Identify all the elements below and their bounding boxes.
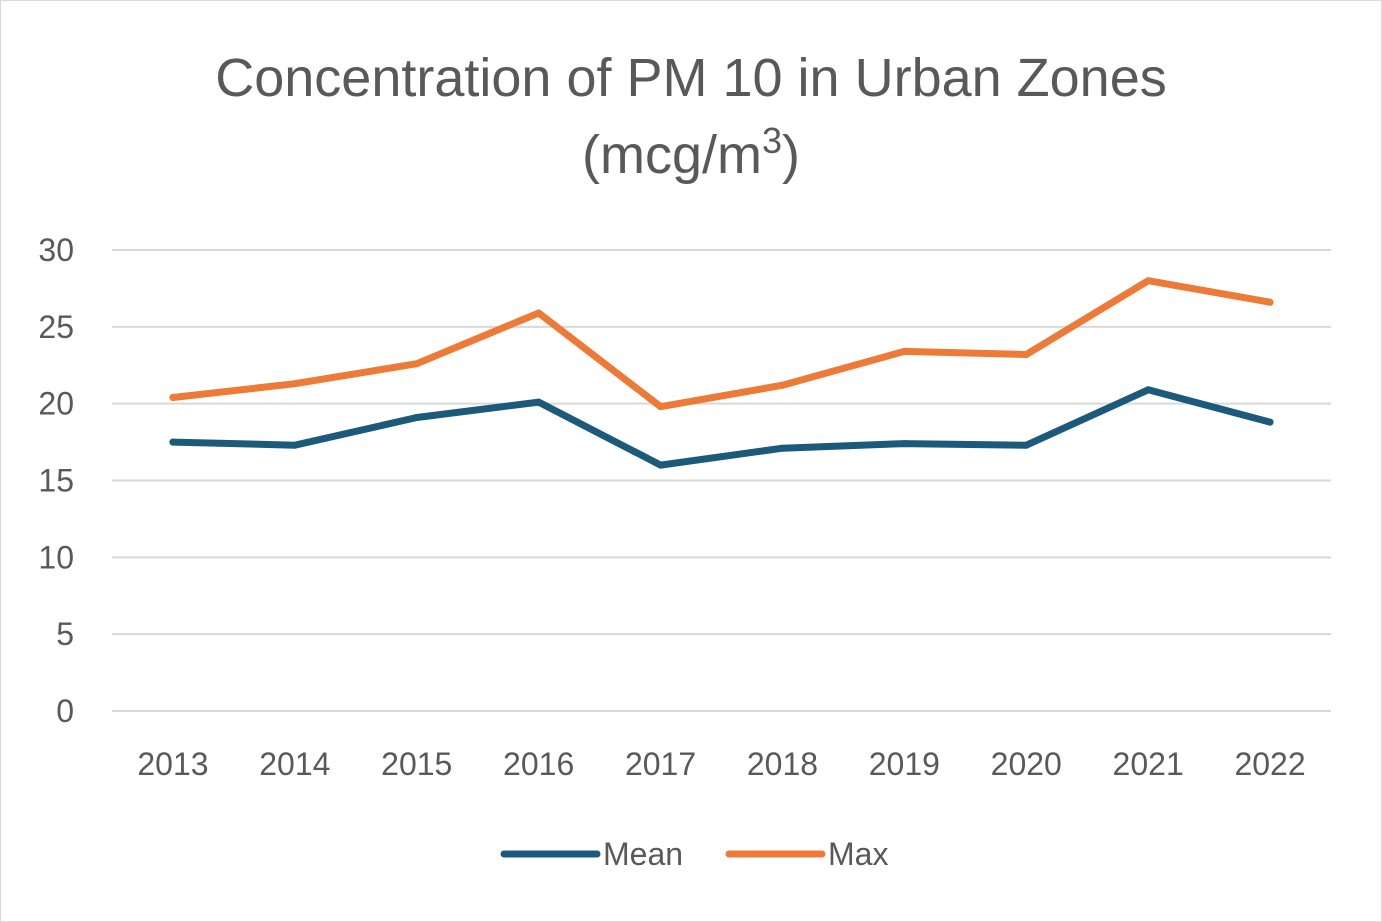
data-point-mean	[291, 441, 299, 449]
x-tick-label: 2015	[381, 746, 452, 782]
x-tick-label: 2017	[625, 746, 696, 782]
data-point-mean	[413, 413, 421, 421]
data-point-mean	[1144, 386, 1152, 394]
x-tick-label: 2014	[259, 746, 330, 782]
data-point-mean	[169, 438, 177, 446]
y-tick-label: 30	[38, 232, 74, 268]
x-tick-label: 2020	[991, 746, 1062, 782]
legend-label-mean: Mean	[603, 836, 683, 872]
data-point-mean	[657, 461, 665, 469]
data-point-max	[1144, 277, 1152, 285]
x-tick-label: 2018	[747, 746, 818, 782]
x-tick-label: 2019	[869, 746, 940, 782]
series-line-mean	[169, 386, 1274, 469]
y-tick-label: 15	[38, 463, 74, 499]
data-point-max	[169, 394, 177, 402]
y-axis-ticks: 0 5 10 15 20 25 30	[38, 232, 74, 729]
series-line-max	[169, 277, 1274, 411]
x-tick-label: 2022	[1234, 746, 1305, 782]
y-tick-label: 5	[56, 616, 74, 652]
y-tick-label: 20	[38, 386, 74, 422]
x-tick-label: 2021	[1113, 746, 1184, 782]
data-point-max	[778, 381, 786, 389]
chart-title: Concentration of PM 10 in Urban Zones	[215, 48, 1167, 108]
x-tick-label: 2016	[503, 746, 574, 782]
data-point-max	[535, 309, 543, 317]
series-lines	[169, 277, 1274, 469]
data-point-mean	[778, 444, 786, 452]
legend: Mean Max	[500, 836, 888, 872]
data-point-max	[291, 380, 299, 388]
x-tick-label: 2013	[137, 746, 208, 782]
y-tick-label: 10	[38, 539, 74, 575]
data-point-mean	[900, 440, 908, 448]
data-point-mean	[1022, 441, 1030, 449]
chart-title-units-close: )	[782, 125, 800, 185]
gridlines	[112, 249, 1331, 712]
data-point-max	[1022, 350, 1030, 358]
data-point-max	[657, 403, 665, 411]
data-point-max	[413, 360, 421, 368]
chart-title-units-superscript: 3	[762, 120, 782, 161]
legend-label-max: Max	[828, 836, 888, 872]
data-point-max	[900, 347, 908, 355]
x-axis-ticks: 2013 2014 2015 2016 2017 2018 2019 2020 2021 2022	[137, 746, 1305, 782]
chart-title-units: (mcg/m3)	[582, 120, 800, 185]
data-point-mean	[535, 398, 543, 406]
chart-title-units-base: (mcg/m	[582, 125, 762, 185]
y-tick-label: 25	[38, 309, 74, 345]
data-point-mean	[1266, 418, 1274, 426]
data-point-max	[1266, 298, 1274, 306]
y-tick-label: 0	[56, 693, 74, 729]
